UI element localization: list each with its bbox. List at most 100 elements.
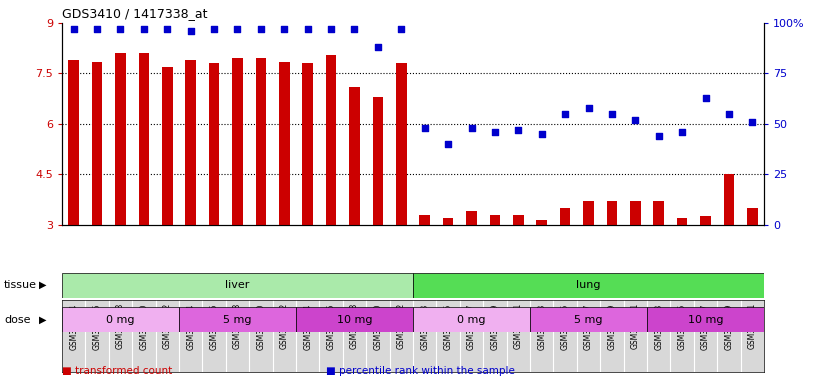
Text: GSM326972: GSM326972 (396, 303, 406, 349)
Bar (185, 60, 196, 225)
Bar (443, 218, 453, 225)
Text: GSM326970: GSM326970 (373, 303, 382, 349)
Bar (700, 216, 711, 225)
Bar (724, 174, 734, 225)
Bar (536, 220, 547, 225)
Bar (139, 53, 150, 225)
Text: ■ percentile rank within the sample: ■ percentile rank within the sample (326, 366, 515, 376)
Bar (653, 201, 664, 225)
Text: GSM326954: GSM326954 (186, 303, 195, 349)
Text: GSM326964: GSM326964 (303, 303, 312, 349)
Text: GSM326962: GSM326962 (280, 303, 289, 349)
Text: GSM326957: GSM326957 (584, 303, 593, 349)
Bar (676, 218, 687, 225)
Point (441, 141, 454, 147)
Text: GSM326952: GSM326952 (163, 303, 172, 349)
Text: 0 mg: 0 mg (458, 314, 486, 325)
Text: dose: dose (4, 314, 31, 325)
Text: GDS3410 / 1417338_at: GDS3410 / 1417338_at (62, 7, 207, 20)
Bar (62, 307, 179, 332)
Text: GSM326949: GSM326949 (491, 303, 500, 349)
Point (137, 26, 150, 32)
Bar (413, 307, 530, 332)
Point (301, 26, 314, 32)
Point (488, 129, 501, 135)
Text: GSM326943: GSM326943 (420, 303, 430, 349)
Text: GSM326966: GSM326966 (326, 303, 335, 349)
Point (511, 127, 525, 133)
Text: ▶: ▶ (39, 280, 47, 290)
Text: GSM326967: GSM326967 (701, 303, 710, 349)
Bar (255, 58, 266, 225)
Bar (349, 87, 360, 225)
Bar (69, 60, 79, 225)
Text: GSM326969: GSM326969 (724, 303, 733, 349)
Bar (420, 215, 430, 225)
Bar (413, 273, 764, 298)
Text: GSM326959: GSM326959 (607, 303, 616, 349)
Text: GSM326946: GSM326946 (93, 303, 102, 349)
Point (230, 26, 244, 32)
Point (395, 26, 408, 32)
Point (558, 111, 572, 117)
Point (325, 26, 338, 32)
Text: GSM326951: GSM326951 (514, 303, 523, 349)
Text: GSM326947: GSM326947 (467, 303, 476, 349)
Bar (302, 63, 313, 225)
Point (535, 131, 548, 137)
Point (184, 28, 197, 34)
Point (254, 26, 268, 32)
Point (348, 26, 361, 32)
Point (207, 26, 221, 32)
Bar (513, 215, 524, 225)
Text: GSM326961: GSM326961 (631, 303, 640, 349)
Bar (325, 55, 336, 225)
Point (629, 117, 642, 123)
Point (582, 105, 595, 111)
Text: 10 mg: 10 mg (337, 314, 373, 325)
Text: GSM326944: GSM326944 (69, 303, 78, 349)
Bar (162, 67, 173, 225)
Bar (647, 307, 764, 332)
Text: GSM326945: GSM326945 (444, 303, 453, 349)
Point (67, 26, 80, 32)
Bar (530, 307, 647, 332)
Text: GSM326958: GSM326958 (233, 303, 242, 349)
Text: ▶: ▶ (39, 314, 47, 325)
Point (418, 125, 431, 131)
Bar (209, 63, 220, 225)
Bar (490, 215, 501, 225)
Bar (115, 53, 126, 225)
Text: liver: liver (225, 280, 249, 290)
Text: ■ transformed count: ■ transformed count (62, 366, 172, 376)
Point (465, 125, 478, 131)
Bar (92, 62, 102, 225)
Point (652, 133, 665, 139)
Bar (606, 201, 617, 225)
Bar (179, 307, 296, 332)
Bar (747, 208, 757, 225)
Text: GSM326955: GSM326955 (561, 303, 570, 349)
Text: tissue: tissue (4, 280, 37, 290)
Text: lung: lung (577, 280, 601, 290)
Bar (279, 62, 290, 225)
Text: GSM326950: GSM326950 (140, 303, 149, 349)
Text: 5 mg: 5 mg (574, 314, 603, 325)
Text: GSM326948: GSM326948 (116, 303, 125, 349)
Bar (373, 97, 383, 225)
Text: GSM326953: GSM326953 (537, 303, 546, 349)
Text: GSM326965: GSM326965 (677, 303, 686, 349)
Text: GSM326971: GSM326971 (748, 303, 757, 349)
Bar (583, 201, 594, 225)
Point (722, 111, 735, 117)
Bar (62, 273, 413, 298)
Point (372, 44, 385, 50)
Bar (560, 208, 571, 225)
Bar (630, 201, 641, 225)
Point (278, 26, 291, 32)
Text: GSM326960: GSM326960 (256, 303, 265, 349)
Bar (396, 63, 406, 225)
Bar (232, 58, 243, 225)
Bar (296, 307, 413, 332)
Point (676, 129, 689, 135)
